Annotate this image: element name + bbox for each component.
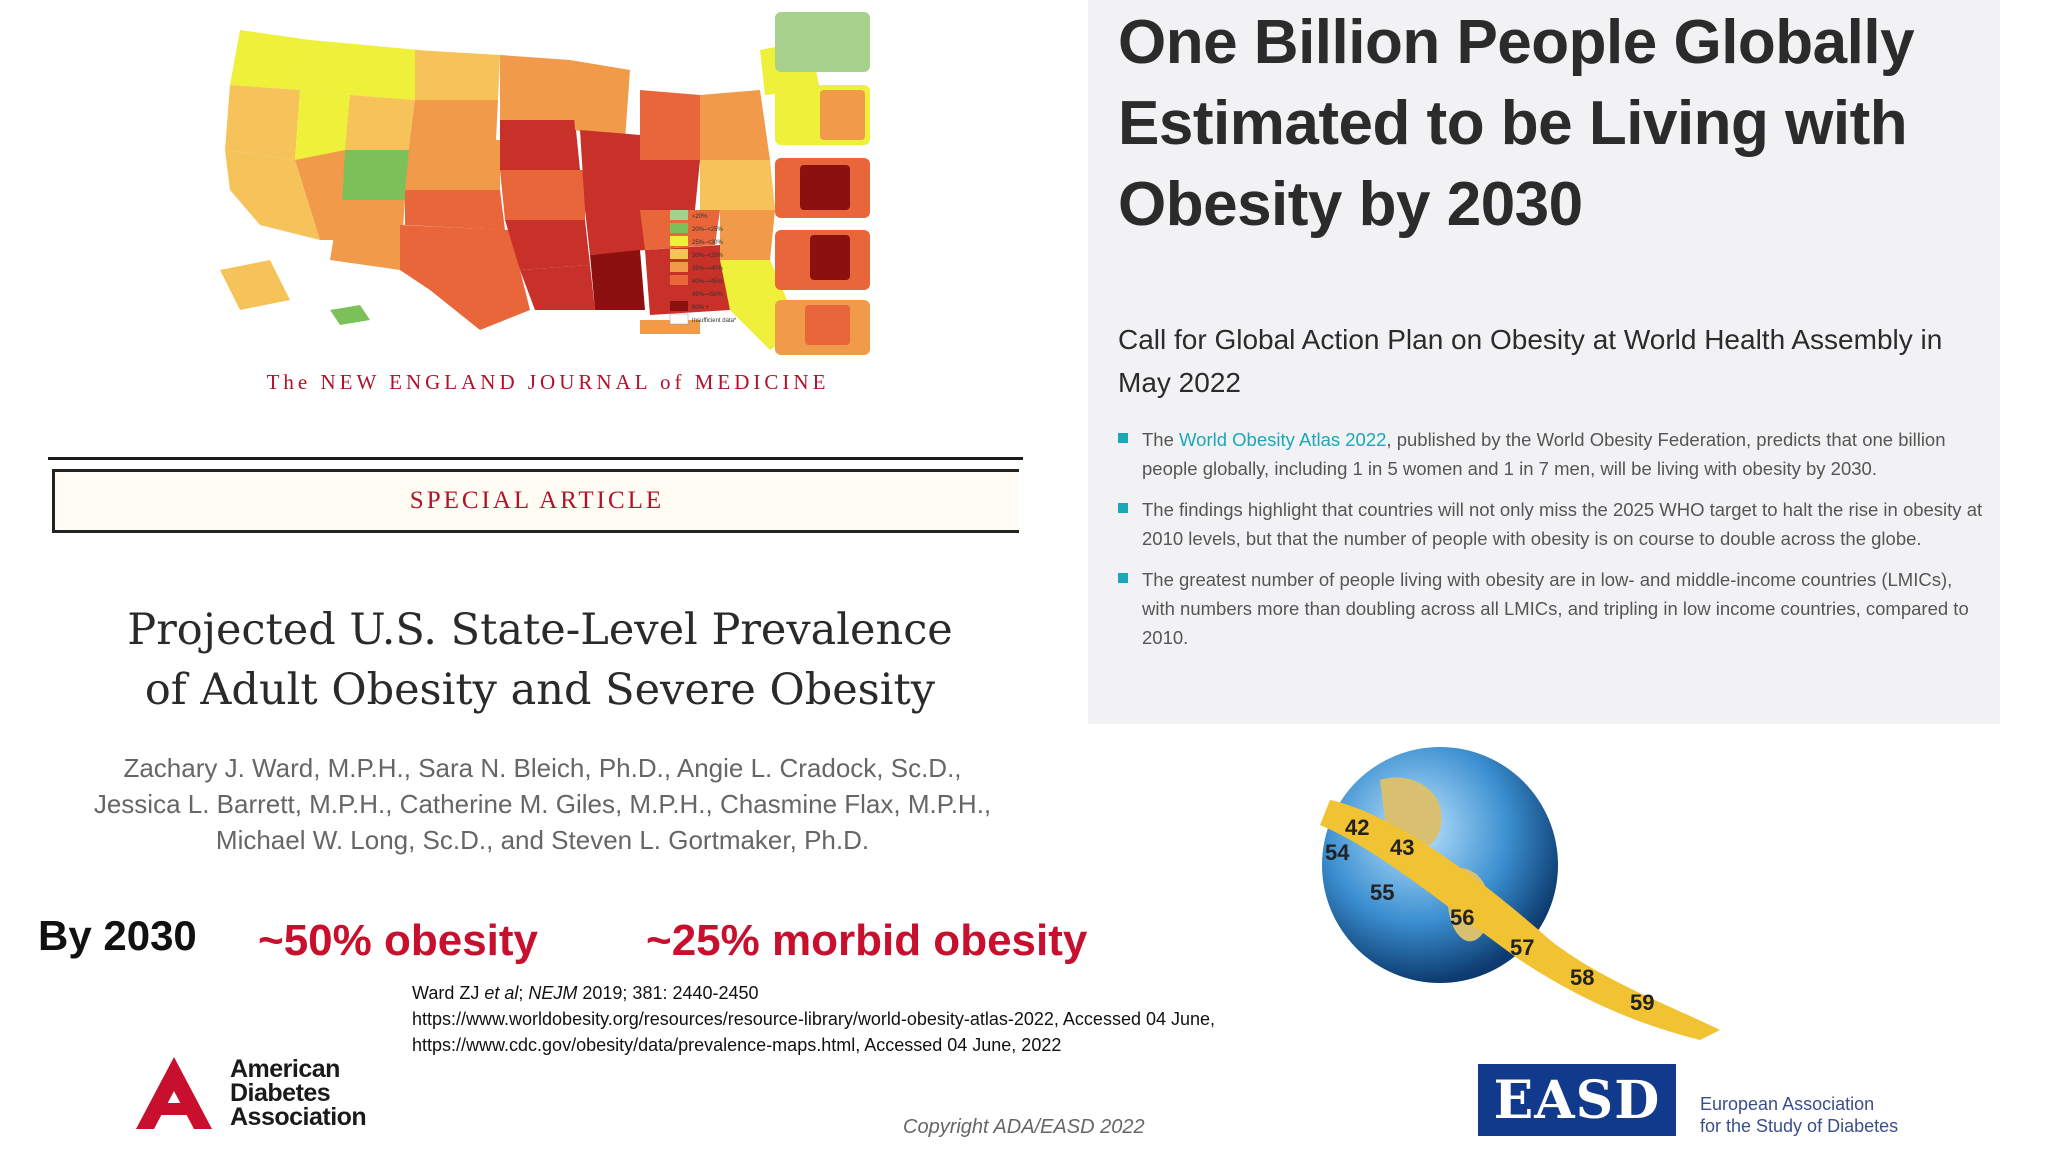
copyright: Copyright ADA/EASD 2022 bbox=[903, 1116, 1145, 1138]
panel-bullets: The World Obesity Atlas 2022, published … bbox=[1118, 425, 1988, 664]
legend-item: <20% bbox=[692, 214, 708, 220]
article-title-line: of Adult Obesity and Severe Obesity bbox=[144, 665, 936, 715]
authors-line: Michael W. Long, Sc.D., and Steven L. Go… bbox=[215, 825, 870, 855]
legend-item: Insufficient data* bbox=[692, 318, 737, 324]
legend-item: 40%–<45% bbox=[692, 279, 724, 285]
bullet-square-icon bbox=[1118, 503, 1128, 513]
reference-2: https://www.worldobesity.org/resources/r… bbox=[412, 1009, 1216, 1029]
tape-number: 56 bbox=[1450, 905, 1474, 930]
authors-line: Jessica L. Barrett, M.P.H., Catherine M.… bbox=[93, 789, 992, 819]
authors-line: Zachary J. Ward, M.P.H., Sara N. Bleich,… bbox=[123, 753, 962, 783]
map-states bbox=[225, 15, 850, 350]
article-title: Projected U.S. State-Level Prevalence of… bbox=[60, 600, 1020, 720]
divider bbox=[48, 457, 1023, 460]
nejm-masthead: The NEW ENGLAND JOURNAL of MEDICINE bbox=[266, 370, 830, 394]
easd-logo: EASD bbox=[1478, 1064, 1676, 1136]
article-title-line: Projected U.S. State-Level Prevalence bbox=[127, 605, 953, 655]
ada-logo-text: American Diabetes Association bbox=[230, 1055, 367, 1131]
tape-number: 55 bbox=[1370, 880, 1394, 905]
globe-measuring-tape-image: 42 43 54 55 56 57 58 59 bbox=[1320, 747, 1720, 1040]
bullet-item: The findings highlight that countries wi… bbox=[1118, 495, 1988, 553]
panel-title: One Billion People Globally Estimated to… bbox=[1118, 8, 1915, 239]
obesity-stat: ~50% obesity bbox=[258, 916, 539, 965]
tape-number: 42 bbox=[1345, 815, 1369, 840]
atlas-panel: One Billion People Globally Estimated to… bbox=[1088, 0, 2000, 724]
bullet-item: The greatest number of people living wit… bbox=[1118, 565, 1988, 652]
legend-item: 45%–<50% bbox=[692, 292, 724, 298]
reference-3: https://www.cdc.gov/obesity/data/prevale… bbox=[412, 1035, 1062, 1055]
ada-logo-triangle-icon bbox=[136, 1057, 212, 1129]
tape-number: 58 bbox=[1570, 965, 1594, 990]
tape-number: 57 bbox=[1510, 935, 1534, 960]
legend-item: 35%–<40% bbox=[692, 266, 724, 272]
tape-number: 43 bbox=[1390, 835, 1414, 860]
by-2030-label: By 2030 bbox=[38, 912, 197, 959]
reference-1: Ward ZJ et al; NEJM 2019; 381: 2440-2450 bbox=[412, 983, 759, 1003]
article-authors: Zachary J. Ward, M.P.H., Sara N. Bleich,… bbox=[55, 750, 1030, 858]
map-legend: <20% 20%–<25% 25%–<30% 30%–<35% 35%–<40%… bbox=[669, 210, 737, 325]
easd-name: European Association for the Study of Di… bbox=[1700, 1094, 1899, 1136]
bullet-square-icon bbox=[1118, 573, 1128, 583]
bullet-item: The World Obesity Atlas 2022, published … bbox=[1118, 425, 1988, 483]
bullet-square-icon bbox=[1118, 433, 1128, 443]
morbid-obesity-stat: ~25% morbid obesity bbox=[646, 916, 1088, 965]
easd-abbr: EASD bbox=[1493, 1069, 1661, 1131]
legend-item: 20%–<25% bbox=[692, 227, 724, 233]
legend-item: 30%–<35% bbox=[692, 253, 724, 259]
legend-item: 50% + bbox=[692, 305, 710, 311]
atlas-link[interactable]: World Obesity Atlas 2022 bbox=[1179, 429, 1387, 450]
special-article-label: SPECIAL ARTICLE bbox=[409, 487, 665, 514]
us-obesity-map: <20% 20%–<25% 25%–<30% 30%–<35% 35%–<40%… bbox=[220, 15, 850, 350]
references: Ward ZJ et al; NEJM 2019; 381: 2440-2450… bbox=[412, 980, 1215, 1058]
special-article-banner: SPECIAL ARTICLE bbox=[52, 469, 1019, 533]
legend-item: 25%–<30% bbox=[692, 240, 724, 246]
mini-map-sequence bbox=[775, 12, 870, 355]
tape-number: 59 bbox=[1630, 990, 1654, 1015]
tape-number: 54 bbox=[1325, 840, 1350, 865]
panel-subtitle: Call for Global Action Plan on Obesity a… bbox=[1118, 324, 1943, 398]
